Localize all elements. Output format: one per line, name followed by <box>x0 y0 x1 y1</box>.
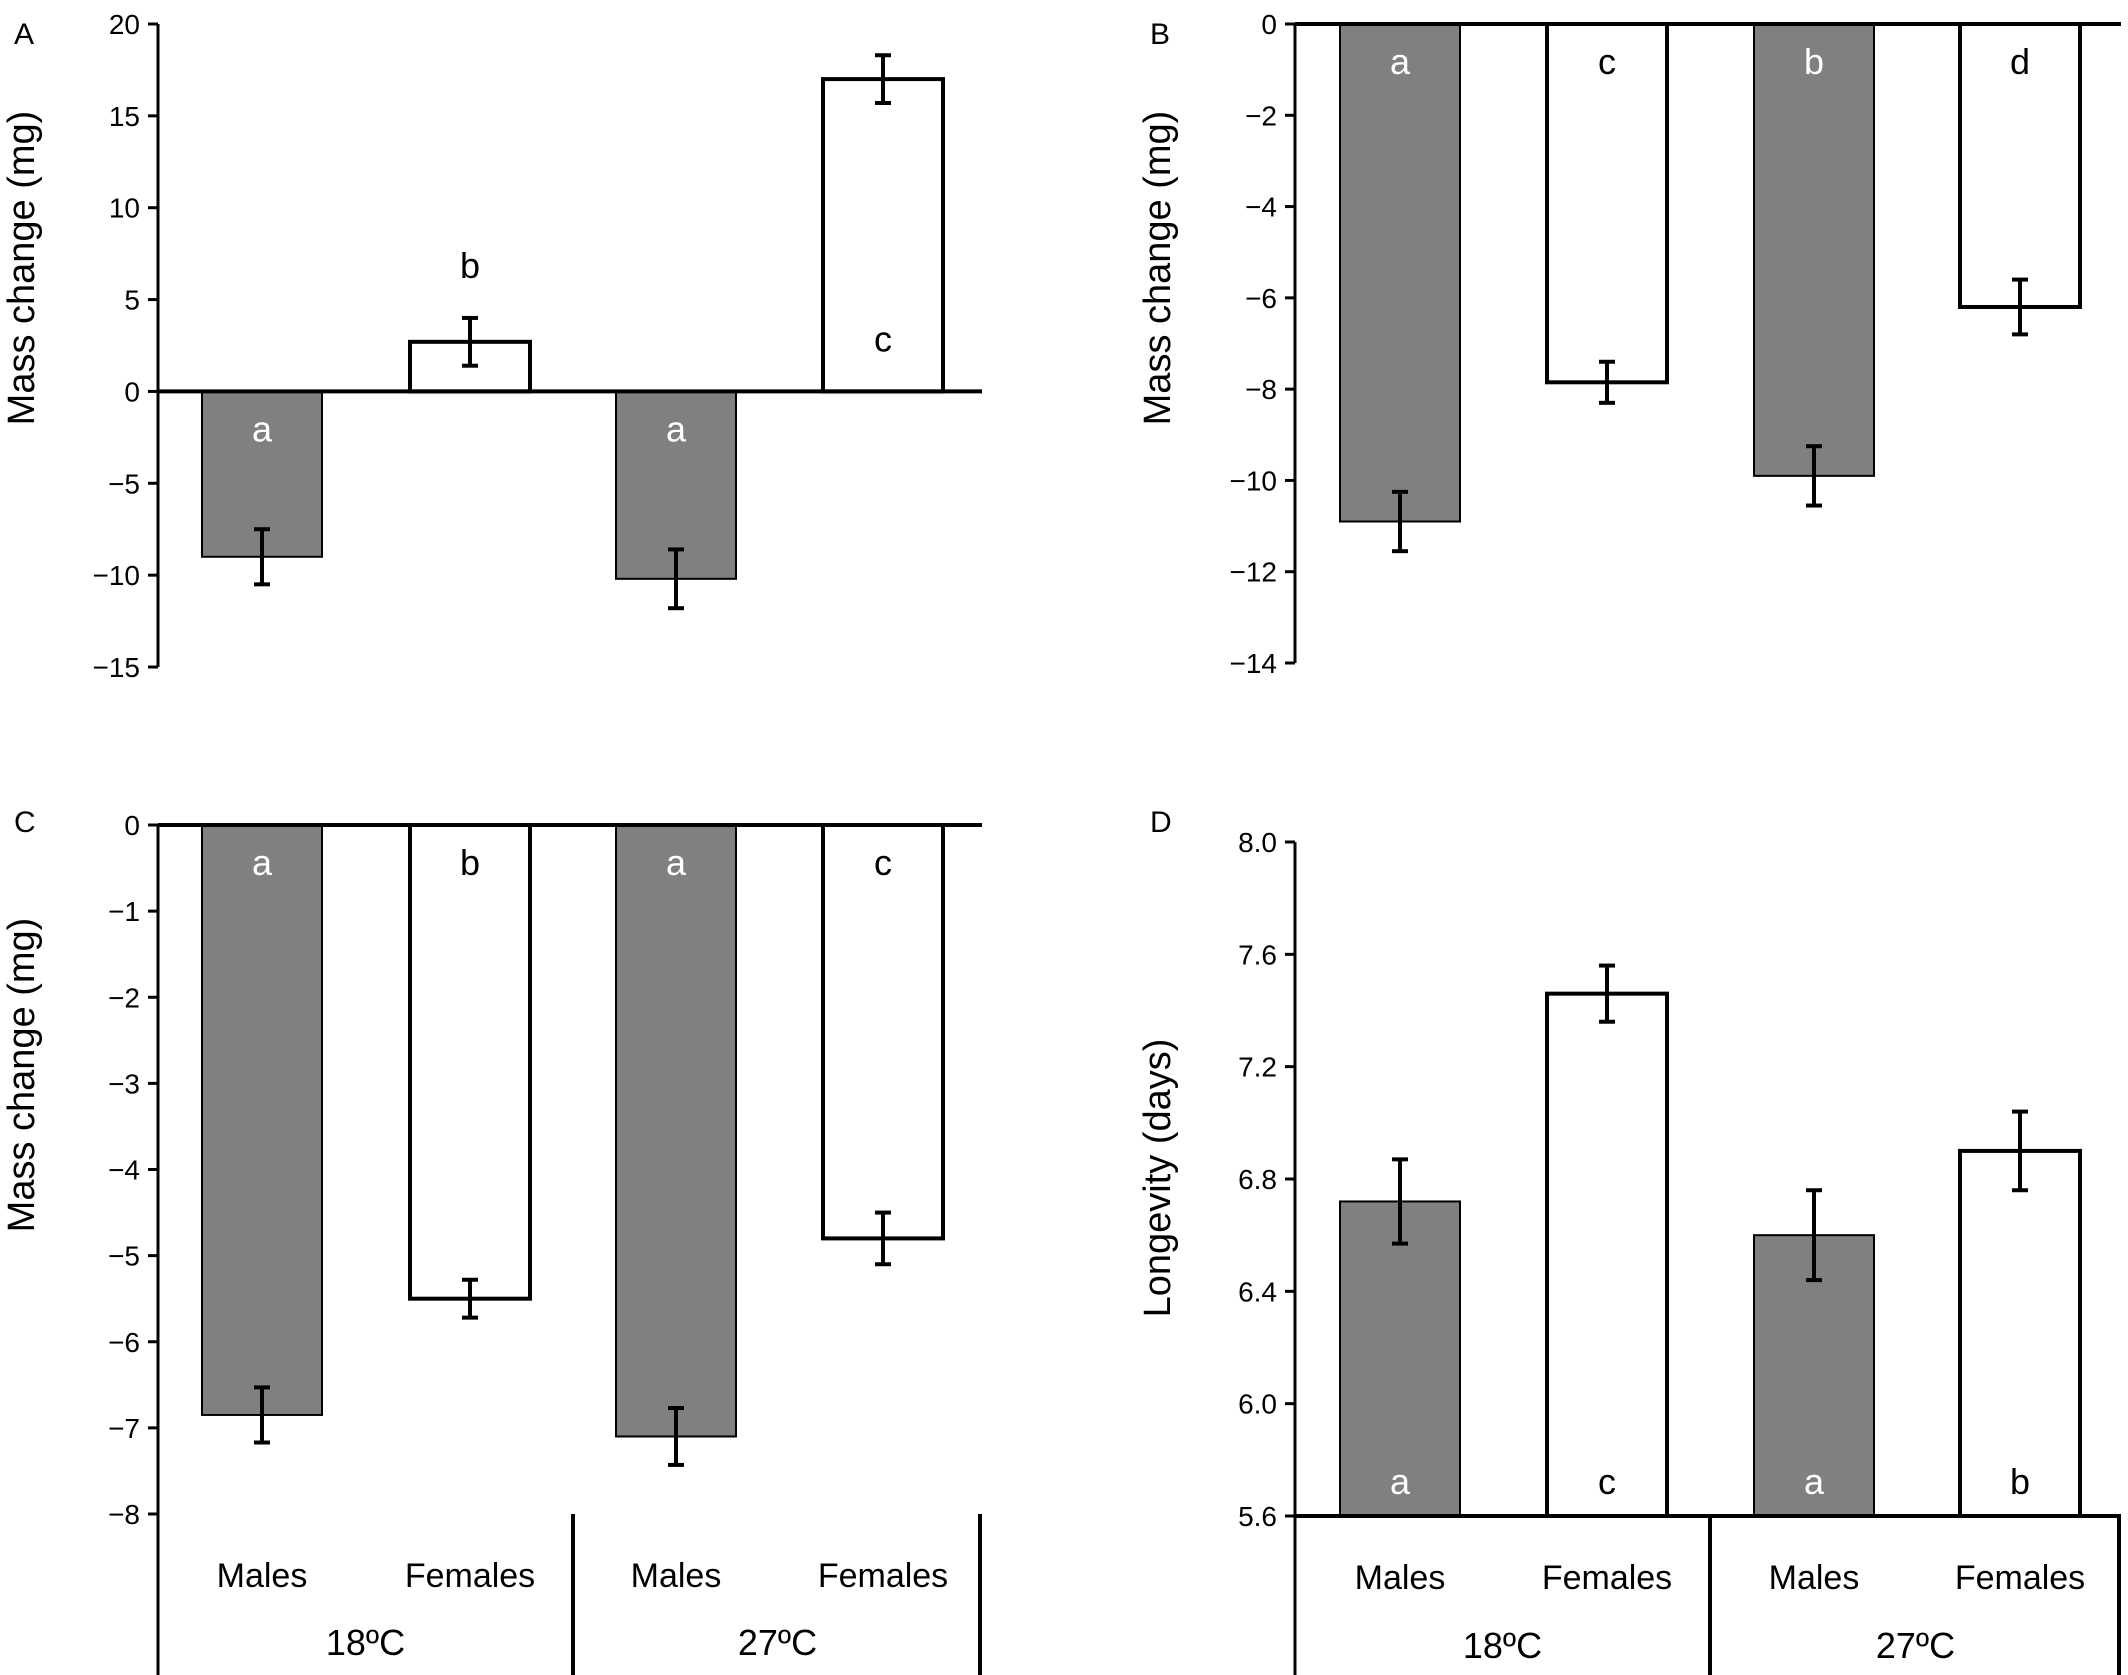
y-tick-label: −1 <box>108 896 140 927</box>
category-label: Males <box>217 1557 308 1595</box>
significance-letter: a <box>1390 1461 1411 1502</box>
y-tick-label: 6.0 <box>1238 1389 1277 1420</box>
category-label: Females <box>1542 1559 1672 1597</box>
group-label: 27ºC <box>738 1622 817 1663</box>
category-label: Males <box>631 1557 722 1595</box>
category-label: Males <box>1355 1559 1446 1597</box>
bar-males <box>201 824 323 1416</box>
significance-letter: d <box>2010 41 2030 82</box>
y-tick-label: 10 <box>109 193 140 224</box>
y-axis-label: Mass change (mg) <box>1137 111 1179 426</box>
bar-females <box>821 77 945 394</box>
bar-males <box>1339 23 1461 523</box>
y-tick-label: 0 <box>1261 9 1277 40</box>
group-label: 18ºC <box>326 1622 405 1663</box>
y-tick-label: −5 <box>108 1241 140 1272</box>
panel-b-chart: B Mass change (mg) 0 −2 −4 −6 −8 −10 −12 −14 a c b d <box>1137 9 2121 679</box>
panel-a-chart: A Mass change (mg) 20 15 10 5 0 −5 −10 −15 a b a c <box>1 9 982 683</box>
panel-c-chart: C Mass change (mg) 0 −1 −2 −3 −4 −5 −6 −7 −8 a b a c Ma… <box>1 806 982 1675</box>
significance-letter: c <box>874 318 892 359</box>
y-tick-label: −7 <box>108 1413 140 1444</box>
y-tick-label: 6.8 <box>1238 1164 1277 1195</box>
significance-letter: b <box>460 842 480 883</box>
y-tick-label: −12 <box>1230 557 1278 588</box>
y-tick-label: −5 <box>108 468 140 499</box>
y-axis-label: Longevity (days) <box>1137 1039 1179 1318</box>
y-tick-label: 7.6 <box>1238 939 1277 970</box>
significance-letter: c <box>1598 41 1616 82</box>
y-tick-label: −15 <box>93 652 141 683</box>
panel-d-chart: D Longevity (days) 8.0 7.6 7.2 6.8 6.4 6.0 5.6 a c… <box>1137 806 2121 1675</box>
bar-females <box>408 823 532 1301</box>
category-label: Females <box>818 1557 948 1595</box>
y-tick-label: −8 <box>1245 374 1277 405</box>
y-tick-label: −6 <box>1245 283 1277 314</box>
y-tick-label: 0 <box>124 376 140 407</box>
y-tick-label: 7.2 <box>1238 1052 1277 1083</box>
significance-letter: c <box>874 842 892 883</box>
y-tick-label: −10 <box>93 560 141 591</box>
significance-letter: a <box>666 842 687 883</box>
significance-letter: a <box>666 408 687 449</box>
y-tick-label: 20 <box>109 9 140 40</box>
panel-letter: D <box>1150 806 1172 839</box>
significance-letter: c <box>1598 1461 1616 1502</box>
y-tick-label: −6 <box>108 1327 140 1358</box>
y-tick-label: 6.4 <box>1238 1276 1277 1307</box>
group-label: 27ºC <box>1876 1625 1955 1666</box>
y-tick-label: −4 <box>1245 192 1277 223</box>
y-tick-label: 0 <box>124 810 140 841</box>
bar-males <box>1753 23 1875 477</box>
y-tick-label: −2 <box>1245 100 1277 131</box>
y-tick-label: −14 <box>1230 648 1278 679</box>
y-tick-label: −4 <box>108 1155 140 1186</box>
bar-females <box>1545 22 1669 385</box>
y-tick-label: −8 <box>108 1499 140 1530</box>
y-axis-label: Mass change (mg) <box>1 918 43 1233</box>
y-tick-label: 5.6 <box>1238 1501 1277 1532</box>
y-tick-label: 8.0 <box>1238 827 1277 858</box>
panel-letter: A <box>14 18 34 51</box>
significance-letter: b <box>460 245 480 286</box>
bar-males <box>615 824 737 1438</box>
panel-letter: C <box>14 806 36 839</box>
significance-letter: a <box>252 842 273 883</box>
y-tick-label: 5 <box>124 285 140 316</box>
panel-letter: B <box>1150 18 1170 51</box>
significance-letter: b <box>1804 41 1824 82</box>
significance-letter: b <box>2010 1461 2030 1502</box>
category-label: Males <box>1769 1559 1860 1597</box>
y-tick-label: −2 <box>108 982 140 1013</box>
y-tick-label: −10 <box>1230 465 1278 496</box>
y-tick-label: −3 <box>108 1068 140 1099</box>
significance-letter: a <box>1804 1461 1825 1502</box>
significance-letter: a <box>252 408 273 449</box>
category-label: Females <box>1955 1559 2085 1597</box>
y-tick-label: 15 <box>109 101 140 132</box>
bar-females <box>1545 991 1669 1518</box>
bar-females <box>821 823 945 1241</box>
group-label: 18ºC <box>1463 1625 1542 1666</box>
significance-letter: a <box>1390 41 1411 82</box>
y-axis-label: Mass change (mg) <box>1 111 43 426</box>
category-label: Females <box>405 1557 535 1595</box>
bar-males <box>1339 1200 1461 1517</box>
